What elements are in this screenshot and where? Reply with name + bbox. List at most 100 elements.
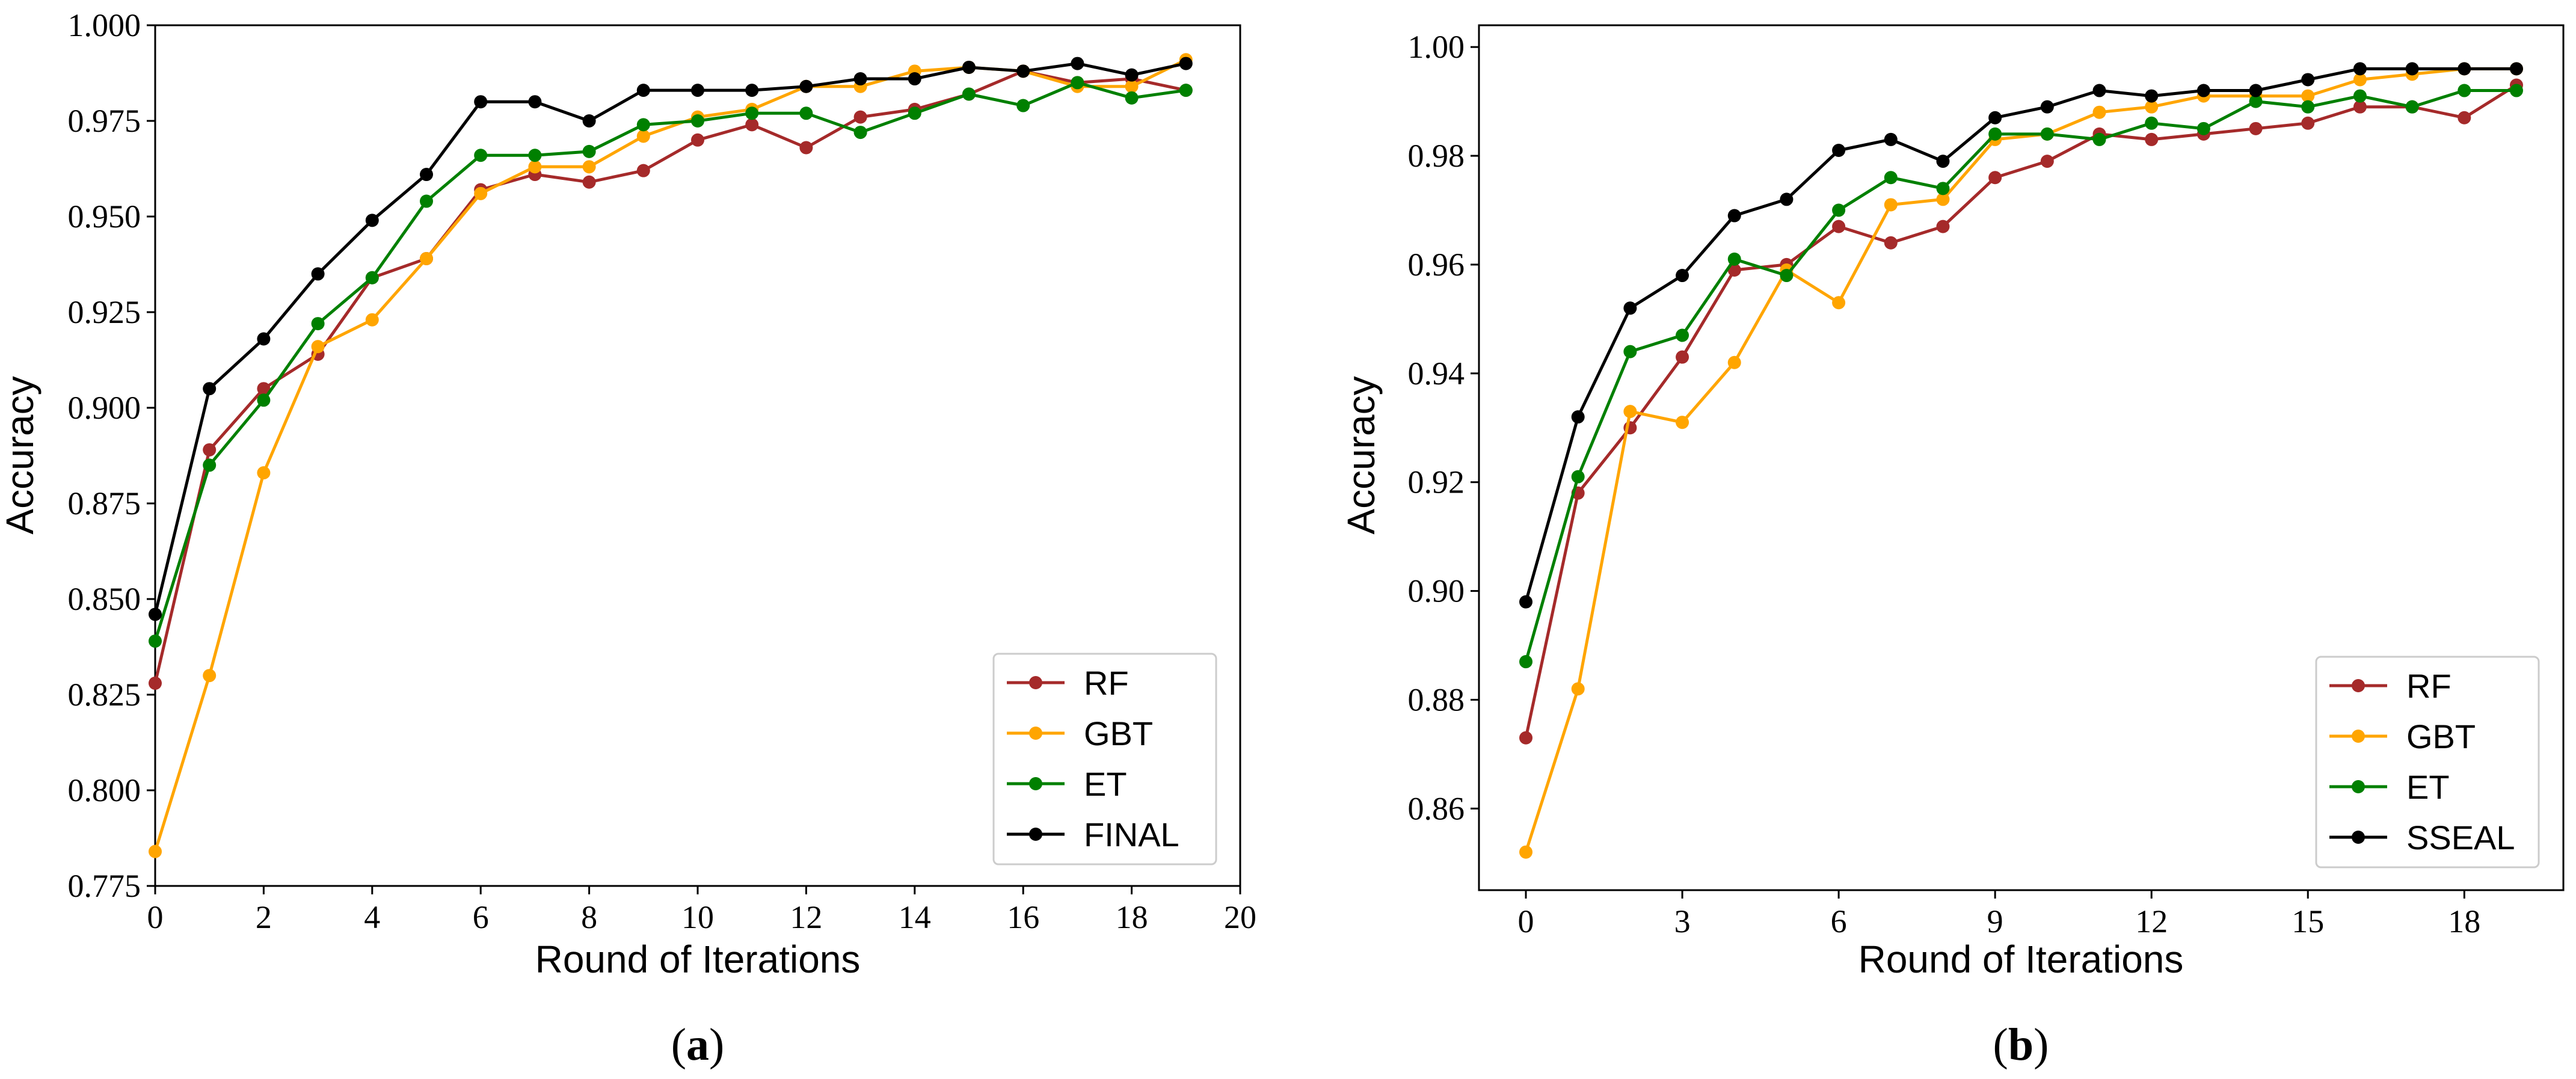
legend-label: ET xyxy=(2406,768,2450,806)
x-tick-label: 4 xyxy=(364,899,380,935)
data-point xyxy=(1884,132,1898,146)
data-point xyxy=(2301,116,2315,130)
data-point xyxy=(1884,171,1898,185)
data-point xyxy=(2353,100,2367,114)
data-point xyxy=(257,466,271,480)
data-point xyxy=(1676,416,1689,429)
legend-marker xyxy=(2352,831,2365,844)
data-point xyxy=(799,79,813,93)
data-point xyxy=(257,382,271,396)
data-point xyxy=(528,95,542,109)
legend-marker xyxy=(1029,777,1042,790)
y-axis-title: Accuracy xyxy=(1339,376,1383,534)
data-point xyxy=(745,84,759,97)
data-point xyxy=(745,106,759,120)
y-tick-label: 0.86 xyxy=(1408,790,1465,826)
data-point xyxy=(636,84,650,97)
series-et xyxy=(149,76,1193,648)
data-point xyxy=(420,168,433,182)
x-tick-label: 6 xyxy=(473,899,489,935)
data-point xyxy=(1623,405,1637,419)
data-point xyxy=(2092,105,2106,119)
legend-label: RF xyxy=(1084,664,1129,702)
x-tick-label: 12 xyxy=(790,899,822,935)
x-tick-label: 20 xyxy=(1224,899,1256,935)
data-point xyxy=(149,844,162,858)
series-sseal xyxy=(1519,62,2523,609)
data-point xyxy=(2249,94,2263,108)
series-et xyxy=(1519,84,2523,669)
legend-label: SSEAL xyxy=(2406,819,2515,856)
data-point xyxy=(1125,68,1139,82)
x-tick-label: 6 xyxy=(1831,903,1847,939)
y-axis-ticks: 0.86 0.88 0.90 0.92 0.94 0.96 0.98 1.00 xyxy=(1408,29,1479,826)
x-tick-label: 14 xyxy=(899,899,931,935)
data-point xyxy=(528,149,542,162)
data-point xyxy=(582,114,596,128)
legend-label: ET xyxy=(1084,765,1127,803)
data-point xyxy=(1016,99,1030,112)
data-point xyxy=(257,332,271,346)
legend-marker xyxy=(2352,730,2365,743)
data-point xyxy=(962,87,976,101)
data-point xyxy=(962,60,976,74)
plot-frame xyxy=(1478,24,2565,891)
y-tick-label: 0.88 xyxy=(1408,681,1465,718)
data-point xyxy=(1519,845,1533,859)
data-point xyxy=(1179,57,1193,70)
data-point xyxy=(636,118,650,132)
x-axis-title: Round of Iterations xyxy=(1858,938,2184,981)
y-tick-label: 0.94 xyxy=(1408,355,1465,392)
data-point xyxy=(2301,100,2315,114)
data-point xyxy=(2040,155,2054,168)
data-point xyxy=(257,393,271,407)
data-point xyxy=(1519,595,1533,609)
data-point xyxy=(1727,252,1741,266)
legend-label: GBT xyxy=(2406,718,2476,755)
data-point xyxy=(908,72,921,86)
data-point xyxy=(1832,203,1846,217)
series-final xyxy=(149,57,1193,621)
data-point xyxy=(474,186,488,200)
data-point xyxy=(2301,73,2315,87)
data-point xyxy=(1832,144,1846,158)
data-point xyxy=(2040,100,2054,114)
data-point xyxy=(1676,269,1689,283)
legend-label: FINAL xyxy=(1084,816,1179,853)
legend-marker xyxy=(2352,780,2365,793)
data-point xyxy=(474,149,488,162)
data-point xyxy=(908,106,921,120)
x-tick-label: 9 xyxy=(1987,903,2003,939)
data-point xyxy=(1179,84,1193,97)
data-point xyxy=(474,95,488,109)
y-tick-label: 0.925 xyxy=(68,294,141,330)
data-point xyxy=(365,214,379,227)
y-tick-label: 0.875 xyxy=(68,485,141,521)
data-point xyxy=(2040,127,2054,141)
y-tick-label: 0.92 xyxy=(1408,464,1465,500)
data-point xyxy=(365,271,379,284)
y-tick-label: 0.900 xyxy=(68,390,141,426)
data-point xyxy=(149,607,162,621)
data-point xyxy=(1832,220,1846,233)
data-point xyxy=(1884,236,1898,250)
series-line xyxy=(1524,67,2516,853)
y-tick-label: 0.975 xyxy=(68,103,141,139)
y-tick-label: 0.850 xyxy=(68,581,141,617)
y-tick-label: 0.950 xyxy=(68,198,141,235)
data-point xyxy=(1884,198,1898,212)
x-tick-label: 18 xyxy=(1116,899,1148,935)
x-axis-ticks: 0 3 6 9 12 15 18 xyxy=(1518,890,2480,939)
data-point xyxy=(2145,89,2159,103)
data-point xyxy=(2509,62,2523,76)
y-tick-label: 0.90 xyxy=(1408,573,1465,609)
data-point xyxy=(2249,84,2263,97)
data-point xyxy=(2196,84,2210,97)
x-tick-label: 0 xyxy=(147,899,164,935)
y-tick-label: 0.775 xyxy=(68,868,141,904)
data-point xyxy=(636,164,650,177)
data-point xyxy=(2458,62,2471,76)
data-point xyxy=(2405,100,2419,114)
data-point xyxy=(691,84,704,97)
